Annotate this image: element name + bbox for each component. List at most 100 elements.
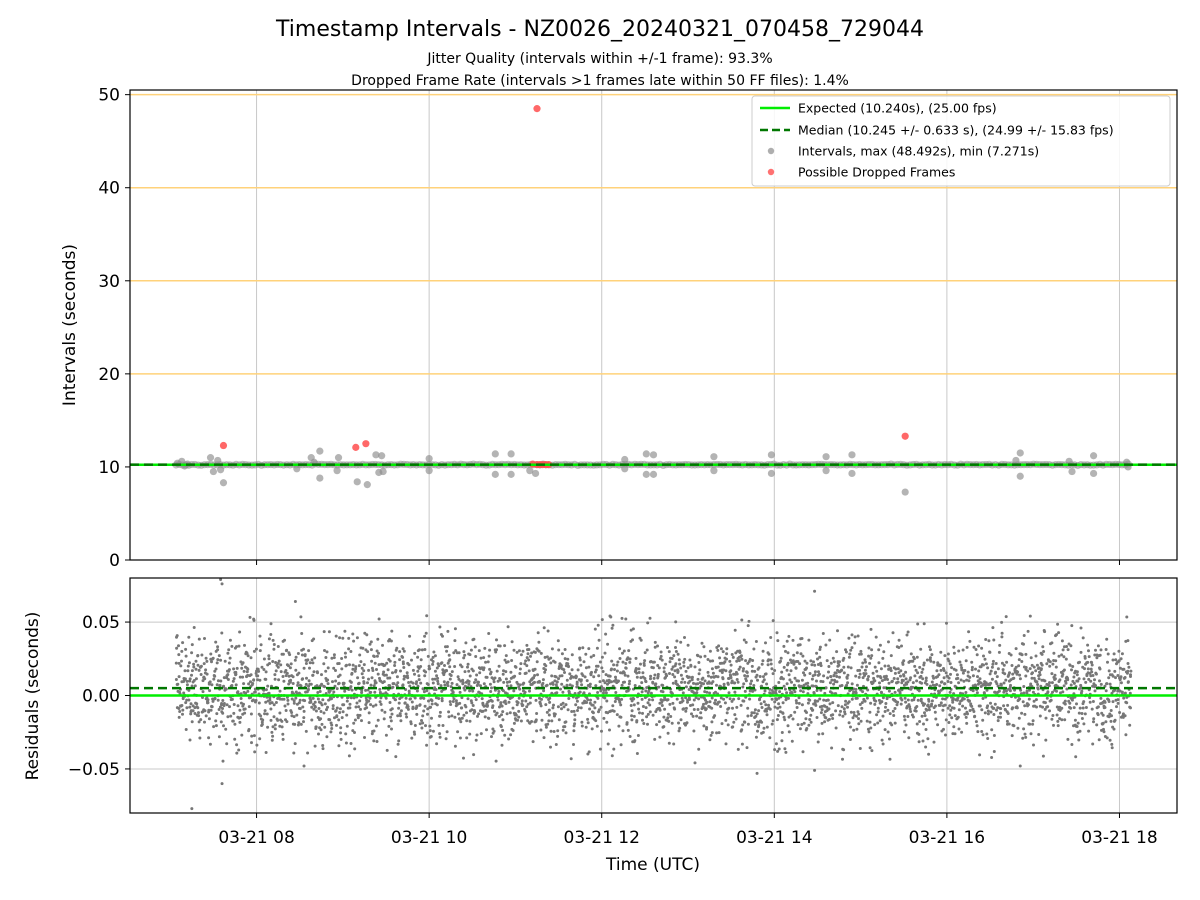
residual-point — [648, 703, 652, 707]
residual-point — [737, 667, 741, 671]
residual-point — [396, 714, 400, 718]
residual-point — [1092, 720, 1095, 724]
residual-point — [256, 678, 260, 682]
interval-point — [642, 470, 650, 478]
residual-point — [396, 681, 400, 685]
residual-point — [884, 674, 888, 678]
residual-point — [870, 654, 874, 658]
residual-point — [863, 668, 867, 672]
residual-point — [303, 699, 307, 703]
residual-point — [502, 669, 505, 673]
residual-point — [390, 707, 394, 711]
residual-point — [325, 735, 329, 739]
residual-point — [1054, 659, 1058, 663]
residual-point — [460, 716, 464, 720]
residual-point — [645, 648, 649, 652]
residual-point — [843, 703, 847, 707]
residual-point — [897, 638, 901, 642]
residual-point — [561, 701, 565, 705]
residual-point — [434, 688, 438, 691]
residual-point — [980, 646, 984, 650]
residual-point — [1103, 700, 1107, 704]
residual-point — [762, 700, 766, 704]
residual-point — [995, 708, 998, 712]
residual-point — [934, 717, 938, 721]
residual-point — [896, 677, 900, 681]
residual-point — [395, 675, 399, 679]
residual-point — [752, 647, 756, 651]
residual-point — [456, 730, 460, 734]
residual-point — [410, 736, 414, 740]
residual-point — [352, 721, 356, 725]
residual-point — [307, 679, 311, 683]
residual-point — [436, 679, 440, 683]
residual-point — [878, 681, 881, 685]
residual-point — [216, 658, 220, 662]
residual-point — [924, 679, 928, 683]
residual-point — [1053, 673, 1057, 677]
residual-point — [646, 722, 649, 726]
residual-point — [850, 682, 854, 686]
residual-point — [193, 712, 197, 715]
residual-point — [302, 666, 306, 670]
residual-point — [661, 683, 665, 687]
residual-point — [339, 731, 342, 735]
residual-point — [928, 648, 932, 652]
residual-point — [355, 636, 359, 640]
residual-point — [509, 684, 513, 688]
residual-point — [503, 733, 507, 737]
residual-point — [228, 705, 231, 709]
residual-point — [693, 665, 697, 669]
residual-point — [1090, 670, 1094, 674]
residual-point — [299, 615, 303, 619]
residual-point — [407, 663, 411, 667]
residual-point — [798, 643, 802, 647]
residual-point — [608, 728, 611, 732]
residual-point — [619, 715, 623, 719]
interval-point — [621, 455, 629, 464]
residual-point — [267, 657, 271, 661]
residual-point — [946, 652, 950, 656]
residual-point — [214, 724, 218, 728]
residual-point — [1097, 738, 1101, 742]
residual-point — [252, 678, 256, 682]
residual-point — [471, 669, 475, 673]
residual-point — [556, 734, 560, 738]
legend-dropped-marker — [767, 168, 775, 176]
residual-point — [1099, 648, 1103, 652]
residual-point — [849, 710, 853, 714]
residual-point — [769, 636, 773, 639]
residual-point — [317, 732, 320, 736]
residual-point — [495, 711, 499, 715]
residual-point — [482, 704, 486, 708]
residual-point — [782, 665, 786, 669]
residual-point — [893, 707, 897, 710]
residual-point — [928, 684, 932, 688]
residual-point — [943, 682, 947, 686]
residual-point — [501, 710, 505, 714]
residual-point — [334, 669, 337, 672]
residual-point — [776, 639, 780, 643]
residual-point — [988, 672, 992, 676]
residual-point — [797, 696, 801, 700]
residual-point — [690, 675, 694, 679]
residual-point — [601, 679, 605, 683]
residual-point — [634, 668, 638, 672]
residual-point — [909, 652, 913, 656]
dropped-frame-point — [352, 443, 360, 451]
residual-point — [504, 677, 508, 681]
residual-point — [1060, 718, 1064, 722]
residual-point — [848, 652, 852, 656]
residual-point — [920, 681, 924, 685]
residual-point — [716, 675, 720, 679]
residual-point — [222, 724, 225, 728]
residual-point — [977, 669, 981, 673]
residual-point — [1066, 678, 1070, 682]
residual-point — [641, 671, 645, 675]
residual-point — [550, 674, 554, 678]
residual-point — [754, 735, 758, 739]
residual-point — [340, 667, 344, 671]
residual-point — [1089, 667, 1093, 671]
residual-point — [1028, 688, 1031, 692]
residual-point — [911, 685, 915, 689]
